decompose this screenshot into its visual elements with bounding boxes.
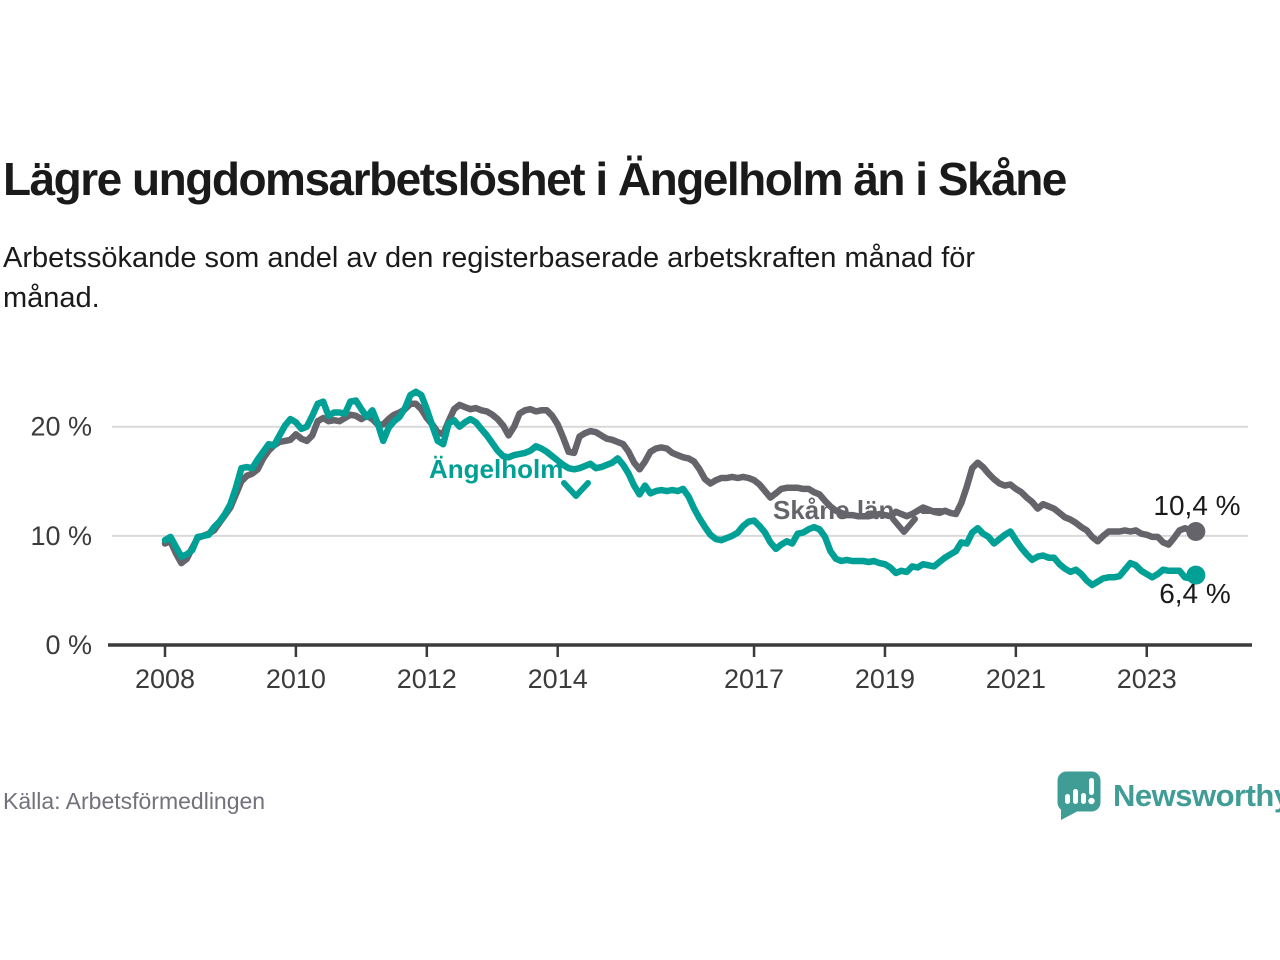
x-tick-label-2014: 2014 — [528, 664, 588, 694]
series-label-Skåne län: Skåne län — [773, 495, 894, 525]
x-tick-label-2019: 2019 — [855, 664, 915, 694]
y-tick-label-0: 0 % — [45, 630, 92, 660]
series-line-Skåne län — [161, 400, 1200, 567]
x-tick-label-2023: 2023 — [1117, 664, 1177, 694]
x-tick-label-2008: 2008 — [135, 664, 195, 694]
newsworthy-wordmark: Newsworthy — [1113, 778, 1280, 813]
chart-subtitle-line1: Arbetssökande som andel av den registerb… — [3, 242, 976, 274]
y-tick-label-10: 10 % — [30, 521, 92, 551]
series-label-Ängelholm: Ängelholm — [429, 454, 563, 484]
unemployment-line-chart: 2008 2010 2012 2014 2017 2019 2021 2023 0 % 10 % 2… — [30, 388, 1252, 694]
newsworthy-logo-icon — [1057, 771, 1101, 820]
chart-subtitle-line2: månad. — [3, 282, 100, 314]
x-tick-label-2010: 2010 — [266, 664, 326, 694]
series-end-dot-Skåne län — [1186, 521, 1206, 541]
x-tick-label-2021: 2021 — [986, 664, 1046, 694]
x-tick-label-2012: 2012 — [397, 664, 457, 694]
y-tick-label-20: 20 % — [30, 412, 92, 442]
series-line-Ängelholm — [161, 388, 1200, 589]
chart-subtitle: Arbetssökande som andel av den registerb… — [3, 238, 1203, 318]
end-value-label: 6,4 % — [1159, 578, 1231, 609]
series-end-dot-Ängelholm — [1186, 565, 1206, 585]
chart-title: Lägre ungdomsarbetslöshet i Ängelholm än… — [3, 153, 1067, 205]
newsworthy-brand: Newsworthy — [1056, 770, 1280, 822]
end-value-label: 10,4 % — [1153, 490, 1240, 521]
label-arrow-chevron — [890, 516, 918, 535]
label-arrow-chevron — [561, 480, 591, 499]
x-tick-label-2017: 2017 — [724, 664, 784, 694]
source-note: Källa: Arbetsförmedlingen — [3, 788, 266, 814]
